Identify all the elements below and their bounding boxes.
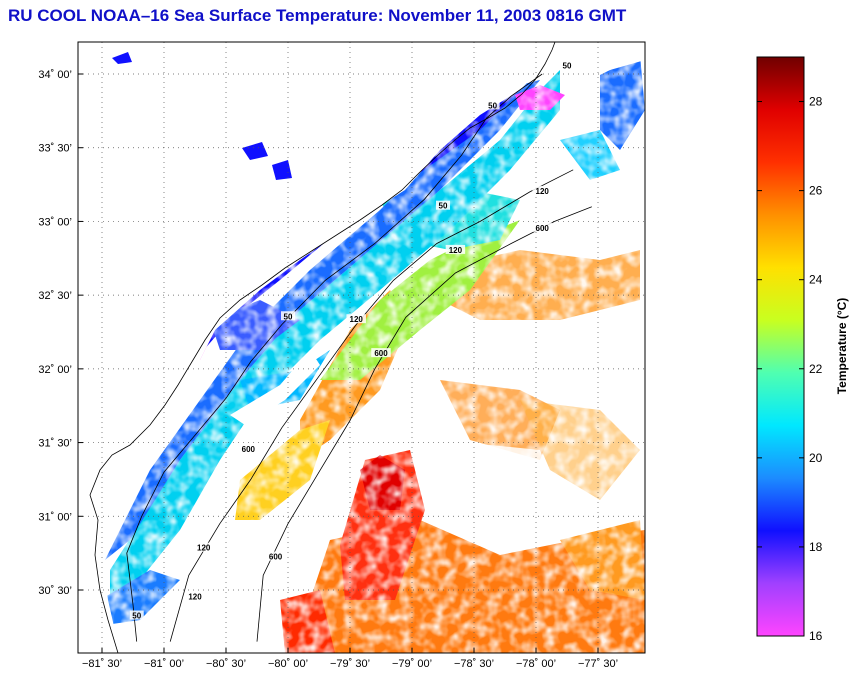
isobath-label: 600	[374, 349, 388, 358]
isobath-label-bg	[281, 311, 295, 321]
colorbar-label: 28	[809, 95, 823, 109]
latitude-label: 32˚ 30’	[38, 290, 72, 302]
isobath-label: 50	[488, 101, 497, 110]
isobath-label-bg	[129, 610, 144, 620]
isobath-label-bg	[560, 60, 574, 70]
longitude-label: −80˚ 30’	[206, 658, 246, 670]
map-frame	[77, 41, 646, 654]
latitude-label: 31˚ 00’	[38, 511, 72, 523]
isobath-label-bg	[436, 200, 450, 210]
colorbar-label: 18	[809, 540, 823, 554]
latitude-label: 33˚ 30’	[38, 143, 72, 155]
latitude-label: 34˚ 00’	[38, 69, 72, 81]
isobath-label-bg	[346, 314, 366, 324]
isobath-label: 50	[284, 312, 293, 321]
colorbar-label: 24	[809, 273, 823, 287]
isobath-label: 120	[188, 592, 202, 601]
isobath-label-bg	[485, 100, 500, 110]
isobath-label-bg	[445, 244, 466, 254]
latitude-label: 32˚ 00’	[38, 364, 72, 376]
isobath-label: 120	[350, 315, 364, 324]
isobath-label: 120	[197, 544, 211, 553]
longitude-axis: −81˚ 30’ −81˚ 00’ −80˚ 30’ −80˚ 00’ −79˚ 30’…	[82, 648, 618, 670]
colorbar-label: 22	[809, 362, 823, 376]
isobath-120	[169, 169, 574, 642]
isobath-50	[126, 73, 543, 642]
colorbar-label: 16	[809, 629, 823, 643]
colorbar-ticks: 16 18 20 22 24 26 28	[757, 95, 823, 643]
bathymetry-contours: 50 50 50 50 50 120 120 120 120 120 600 600 600 600	[126, 60, 592, 642]
isobath-label: 50	[563, 62, 572, 71]
longitude-label: −79˚ 00’	[392, 658, 432, 670]
longitude-label: −77˚ 30’	[578, 658, 618, 670]
land-mask	[78, 42, 555, 653]
latitude-label: 33˚ 00’	[38, 216, 72, 228]
sst-island-patch	[272, 160, 292, 180]
longitude-label: −81˚ 00’	[144, 658, 184, 670]
colorbar-label: 20	[809, 451, 823, 465]
isobath-label-bg	[265, 551, 286, 561]
isobath-label: 50	[132, 612, 141, 621]
isobath-label-bg	[185, 591, 205, 601]
isobath-label-bg	[532, 222, 552, 232]
colorbar-title: Temperature (°C)	[835, 298, 849, 395]
latitude-label: 31˚ 30’	[38, 438, 72, 450]
colorbar-label: 26	[809, 184, 823, 198]
graticule	[78, 42, 645, 653]
isobath-label: 120	[449, 246, 463, 255]
isobath-label-bg	[193, 542, 214, 552]
isobath-label-bg	[532, 185, 552, 195]
sst-island-patch	[112, 52, 132, 64]
colorbar: 16 18 20 22 24 26 28 Temperature (°C)	[756, 56, 849, 643]
coastline	[89, 41, 556, 654]
isobath-label: 600	[269, 553, 283, 562]
isobath-label: 600	[536, 224, 550, 233]
colorbar-gradient	[756, 56, 805, 637]
isobath-label-bg	[371, 348, 391, 358]
isobath-label: 50	[439, 202, 448, 211]
longitude-label: −81˚ 30’	[82, 658, 122, 670]
longitude-label: −78˚ 30’	[454, 658, 494, 670]
latitude-axis: 34˚ 00’ 33˚ 30’ 33˚ 00’ 32˚ 30’ 32˚ 00’ 31˚ 3…	[38, 69, 83, 597]
offshore-cloud	[560, 42, 645, 70]
isobath-label: 120	[536, 187, 550, 196]
sst-island-patch	[242, 142, 268, 160]
latitude-label: 30˚ 30’	[38, 585, 72, 597]
isobath-label: 600	[242, 445, 256, 454]
longitude-label: −79˚ 30’	[330, 658, 370, 670]
map-title: RU COOL NOAA–16 Sea Surface Temperature:…	[8, 6, 627, 25]
isobath-label-bg	[238, 443, 259, 453]
longitude-label: −78˚ 00’	[516, 658, 556, 670]
isobath-600	[256, 206, 592, 642]
longitude-label: −80˚ 00’	[268, 658, 308, 670]
